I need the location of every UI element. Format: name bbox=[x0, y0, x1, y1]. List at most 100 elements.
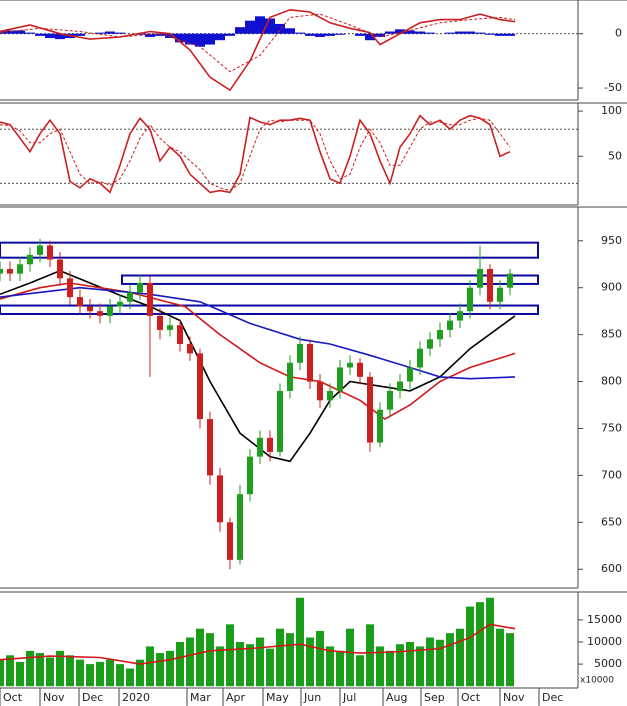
candle-body bbox=[267, 437, 273, 452]
histogram-bar bbox=[455, 31, 465, 34]
volume-bar bbox=[416, 646, 424, 687]
candle-body bbox=[297, 344, 303, 363]
histogram-bar bbox=[45, 33, 55, 39]
volume-bar bbox=[196, 628, 204, 687]
volume-bar bbox=[436, 639, 444, 687]
candle-body bbox=[357, 362, 363, 377]
y-tick-label: 950 bbox=[601, 234, 622, 247]
candle-body bbox=[67, 278, 73, 298]
candle-body bbox=[447, 320, 453, 330]
x-tick-label: Mar bbox=[190, 691, 211, 704]
x-tick-label: 2020 bbox=[122, 691, 150, 704]
y-tick-label: 800 bbox=[601, 375, 622, 388]
candle-body bbox=[427, 339, 433, 349]
candle-body bbox=[127, 292, 133, 302]
y-tick-label: 750 bbox=[601, 421, 622, 434]
volume-bar bbox=[316, 630, 324, 687]
histogram-bar bbox=[15, 30, 25, 34]
volume-bar bbox=[336, 650, 344, 687]
candle-body bbox=[477, 268, 483, 288]
candle-body bbox=[437, 329, 443, 340]
x-tick-label: Aug bbox=[386, 691, 407, 704]
candle-body bbox=[187, 344, 193, 354]
candle-body bbox=[217, 475, 223, 523]
candle-body bbox=[417, 348, 423, 368]
histogram-bar bbox=[245, 20, 255, 34]
volume-bar bbox=[206, 633, 214, 687]
histogram-bar bbox=[355, 33, 365, 36]
volume-bar bbox=[276, 628, 284, 687]
candle-body bbox=[27, 254, 33, 265]
volume-bar bbox=[26, 650, 34, 687]
x-tick-label: May bbox=[266, 691, 289, 704]
volume-bar bbox=[326, 646, 334, 687]
volume-bar bbox=[386, 650, 394, 687]
candle-body bbox=[467, 287, 473, 312]
histogram-bar bbox=[295, 32, 305, 34]
histogram-bar bbox=[495, 33, 505, 36]
histogram-bar bbox=[5, 30, 15, 34]
volume-bar bbox=[226, 624, 234, 687]
candle-body bbox=[7, 268, 13, 274]
volume-bar bbox=[136, 659, 144, 687]
x-tick-label: Apr bbox=[226, 691, 246, 704]
x-tick-label: Jun bbox=[303, 691, 321, 704]
histogram-bar bbox=[145, 33, 155, 37]
volume-bar bbox=[36, 653, 44, 687]
histogram-bar bbox=[395, 29, 405, 34]
volume-bar bbox=[166, 650, 174, 687]
histogram-bar bbox=[405, 30, 415, 34]
candle-body bbox=[457, 311, 463, 321]
y-tick-label: 650 bbox=[601, 515, 622, 528]
candle-body bbox=[317, 381, 323, 401]
y-tick-label: 0 bbox=[615, 27, 622, 40]
volume-bar bbox=[16, 661, 24, 687]
histogram-bar bbox=[485, 33, 495, 35]
candle-body bbox=[197, 353, 203, 420]
zone bbox=[0, 304, 539, 315]
histogram-bar bbox=[315, 33, 325, 37]
histogram-bar bbox=[335, 33, 345, 35]
candle-body bbox=[387, 390, 393, 410]
volume-bar bbox=[186, 637, 194, 687]
volume-bar bbox=[236, 641, 244, 687]
y-tick-label: 10000 bbox=[587, 635, 622, 648]
candle-body bbox=[117, 301, 123, 307]
y-tick-label: 100 bbox=[601, 104, 622, 117]
candle-body bbox=[237, 494, 243, 560]
volume-bar bbox=[86, 664, 94, 687]
candle-body bbox=[487, 268, 493, 302]
volume-bar bbox=[376, 646, 384, 687]
candle-body bbox=[257, 437, 263, 457]
series-line bbox=[0, 117, 511, 192]
volume-bar bbox=[366, 624, 374, 687]
y-tick-label: 600 bbox=[601, 562, 622, 575]
volume-bar bbox=[296, 597, 304, 687]
x-tick-label: Sep bbox=[424, 691, 445, 704]
volume-bar bbox=[66, 655, 74, 687]
candle-body bbox=[507, 273, 513, 288]
candle-body bbox=[97, 311, 103, 316]
volume-bar bbox=[426, 637, 434, 687]
histogram-bar bbox=[95, 32, 105, 34]
volume-bar bbox=[486, 597, 494, 687]
series-line bbox=[0, 114, 511, 194]
histogram-bar bbox=[105, 31, 115, 34]
volume-bar bbox=[126, 668, 134, 687]
volume-bar bbox=[0, 659, 4, 687]
histogram-bar bbox=[35, 33, 45, 36]
volume-bar bbox=[176, 641, 184, 687]
volume-bar bbox=[96, 661, 104, 687]
volume-bar bbox=[396, 644, 404, 687]
x-tick-label: Nov bbox=[43, 691, 65, 704]
zone bbox=[0, 241, 539, 259]
candle-body bbox=[17, 264, 23, 274]
volume-bar bbox=[146, 646, 154, 687]
candle-body bbox=[77, 297, 83, 307]
histogram-bar bbox=[235, 27, 245, 34]
candle-body bbox=[327, 390, 333, 401]
y-tick-label: -50 bbox=[604, 81, 622, 94]
histogram-bar bbox=[185, 33, 195, 45]
candle-body bbox=[287, 362, 293, 391]
